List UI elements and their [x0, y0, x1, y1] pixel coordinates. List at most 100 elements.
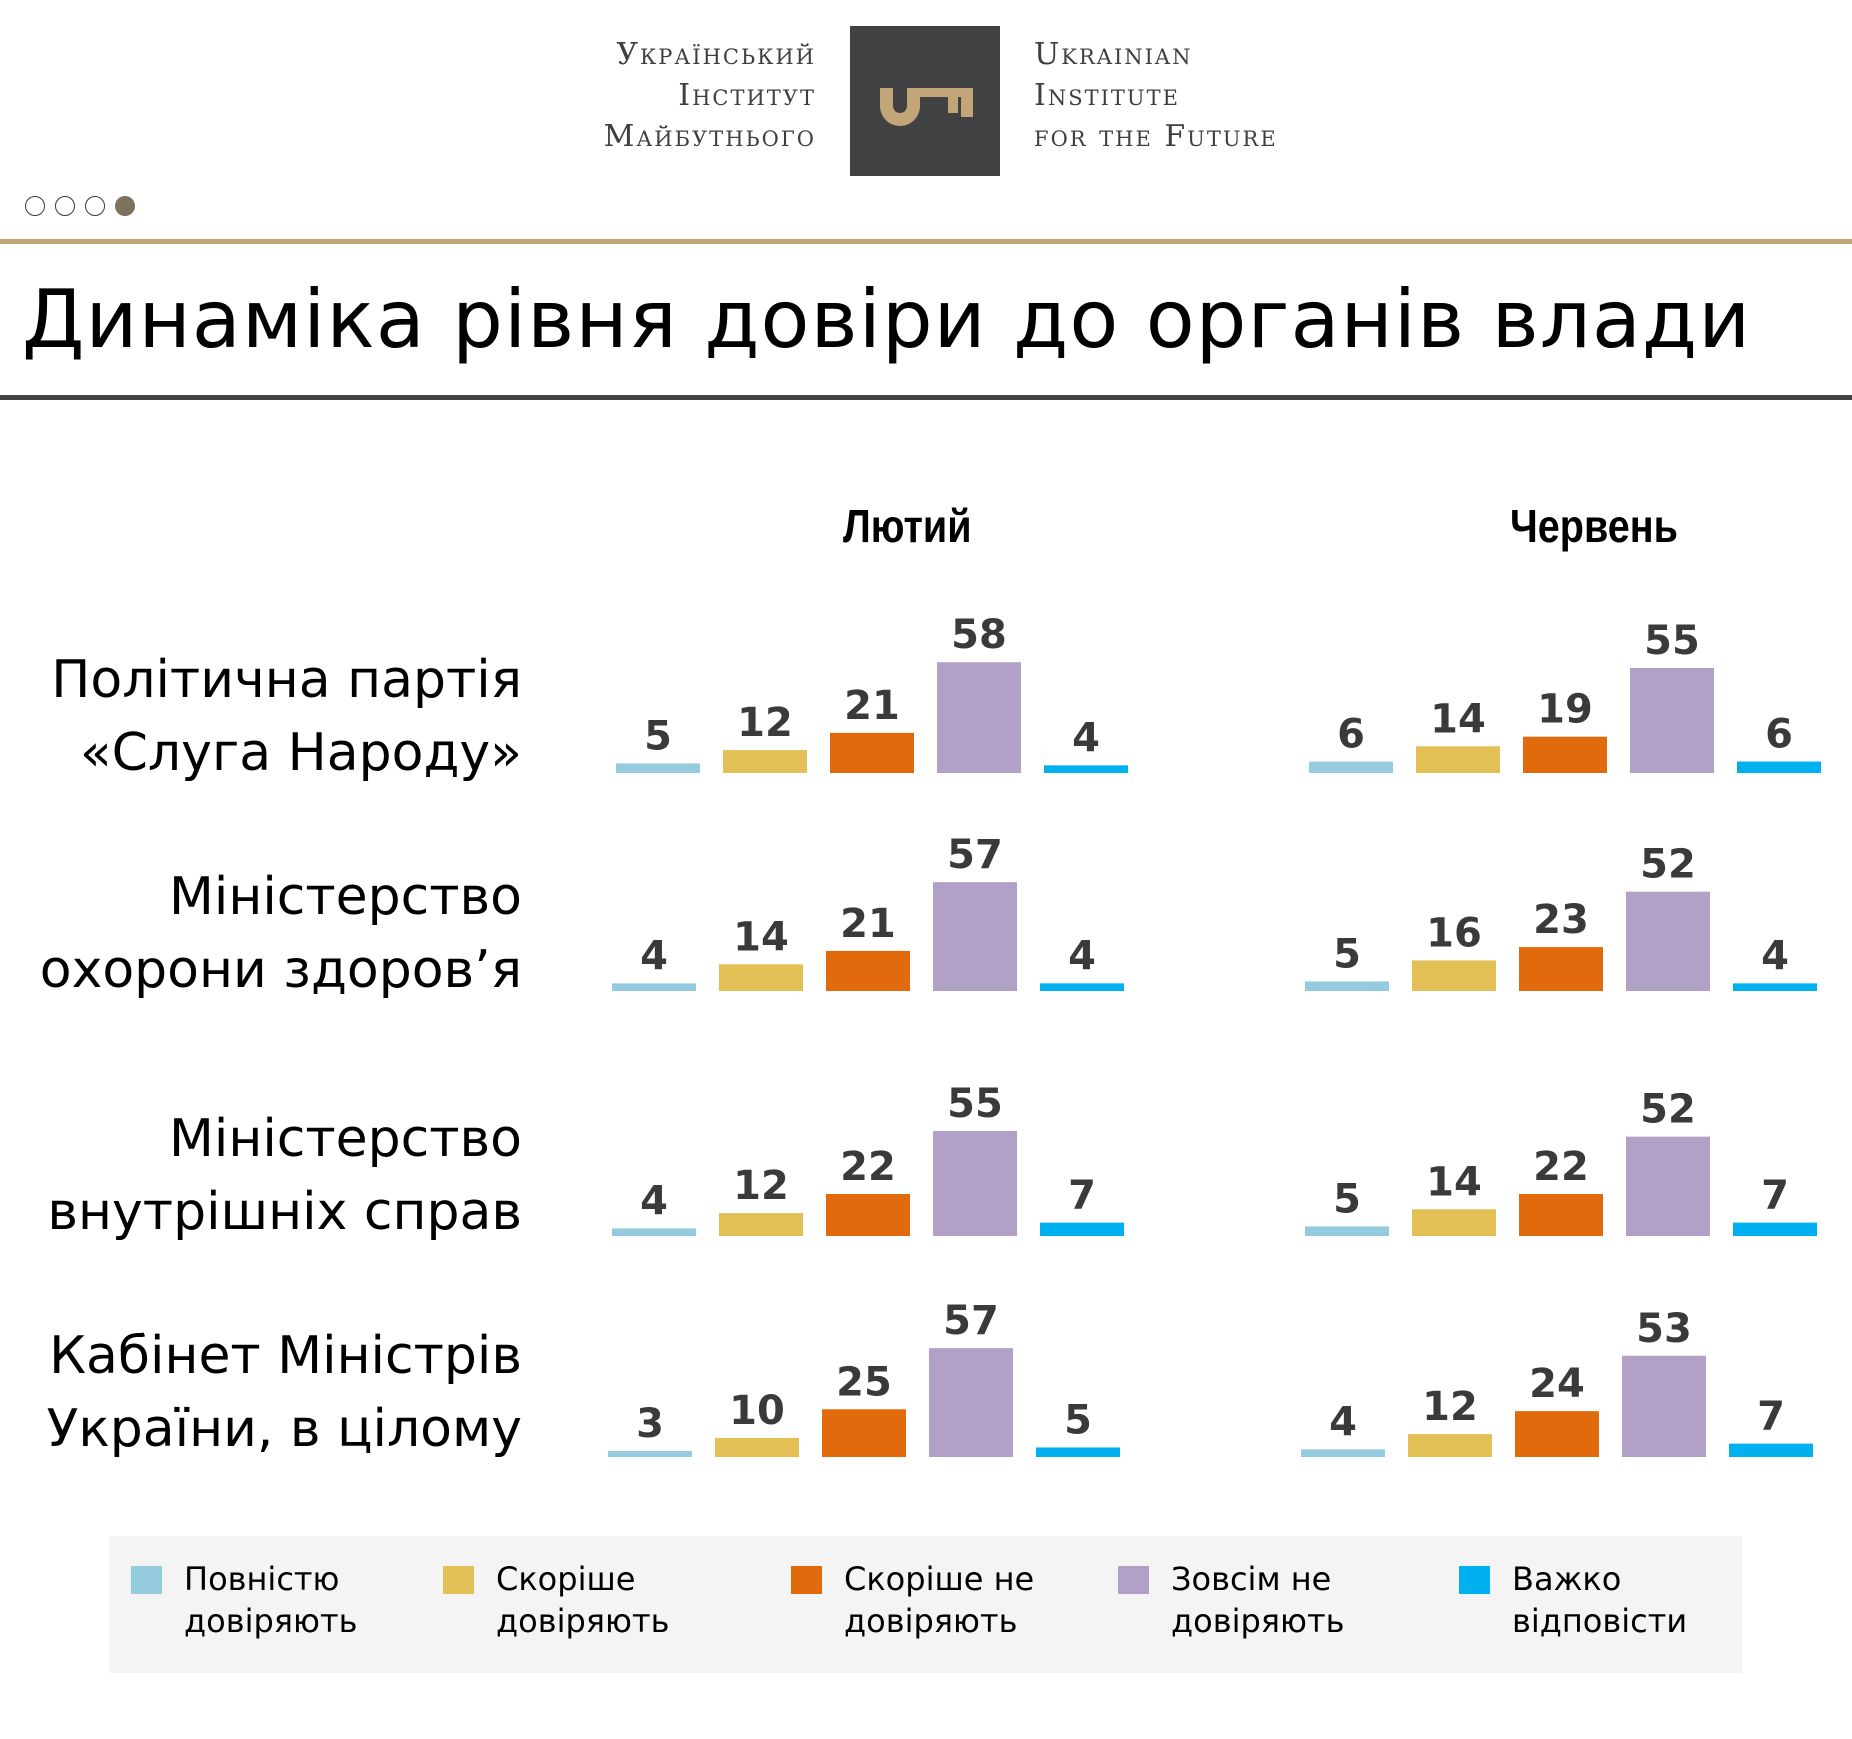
data-label: 7: [1757, 1394, 1785, 1440]
bar-group: 6 14 19 55 6: [1309, 618, 1821, 773]
legend-item: Скоріше не довіряють: [791, 1558, 1104, 1642]
data-label: 3: [636, 1401, 664, 1447]
legend-label-line: довіряють: [496, 1602, 670, 1640]
legend-label-line: довіряють: [184, 1602, 358, 1640]
data-label: 5: [1064, 1397, 1092, 1443]
data-label: 57: [947, 832, 1003, 878]
legend-swatch: [1118, 1566, 1149, 1594]
bar: [1044, 765, 1128, 773]
legend-label-line: Скоріше: [496, 1560, 636, 1598]
data-label: 21: [844, 683, 900, 729]
bar: [616, 763, 700, 773]
legend-swatch: [791, 1566, 822, 1594]
legend-label: Скоріше не довіряють: [844, 1558, 1104, 1642]
legend-swatch: [131, 1566, 162, 1594]
data-label: 4: [640, 1178, 668, 1224]
bar: [826, 1193, 910, 1236]
logo-mark: [850, 26, 1000, 176]
bar: [1519, 947, 1603, 991]
bar: [937, 662, 1021, 773]
bar-group: 4 12 22 55 7: [612, 1081, 1124, 1236]
data-label: 21: [840, 901, 896, 947]
legend-item: Повністю довіряють: [131, 1558, 444, 1642]
bar-group: 4 14 21 57 4: [612, 832, 1124, 991]
page-title: Динаміка рівня довіри до органів влади: [22, 273, 1752, 366]
header-divider: [0, 239, 1852, 244]
data-label: 10: [729, 1388, 785, 1434]
pager-dot[interactable]: [115, 196, 135, 216]
bar: [1305, 1226, 1389, 1236]
data-label: 12: [737, 700, 793, 746]
row-label-line: внутрішніх справ: [47, 1182, 522, 1242]
logo-text-english: Ukrainian Institute for the Future: [1034, 34, 1278, 157]
data-label: 53: [1636, 1306, 1692, 1352]
logo-en-line: for the Future: [1034, 119, 1278, 154]
legend-swatch: [1459, 1566, 1490, 1594]
pager-dot[interactable]: [85, 196, 105, 216]
bar-group: 5 16 23 52 4: [1305, 842, 1817, 991]
data-label: 55: [1644, 618, 1700, 664]
bar: [1309, 761, 1393, 773]
data-label: 19: [1537, 687, 1593, 733]
bar: [1523, 736, 1607, 773]
bar: [1733, 983, 1817, 991]
row-label-line: охорони здоров’я: [39, 940, 522, 1000]
pager-dot[interactable]: [55, 196, 75, 216]
data-label: 7: [1761, 1173, 1789, 1219]
key-icon: [880, 88, 973, 126]
bar: [1519, 1193, 1603, 1236]
data-label: 16: [1426, 910, 1482, 956]
legend-label-line: довіряють: [844, 1602, 1018, 1640]
bar: [1737, 761, 1821, 773]
bar: [822, 1409, 906, 1457]
bar: [1630, 667, 1714, 773]
data-label: 14: [1430, 696, 1486, 742]
data-label: 5: [1333, 1176, 1361, 1222]
legend-label: Повністю довіряють: [184, 1558, 444, 1642]
data-label: 14: [1426, 1159, 1482, 1205]
row-label-ministry-health: Міністерство охорони здоров’я: [40, 861, 522, 1007]
bar: [1515, 1411, 1599, 1457]
data-label: 52: [1640, 842, 1696, 888]
row-label-line: Міністерство: [169, 867, 522, 927]
legend-label: Скоріше довіряють: [496, 1558, 756, 1642]
row-label-ministry-interior: Міністерство внутрішніх справ: [47, 1103, 522, 1249]
bar: [1040, 1222, 1124, 1236]
period-header-june: Червень: [1510, 500, 1678, 552]
legend-label-line: Скоріше не: [844, 1560, 1035, 1598]
bar: [826, 950, 910, 991]
bar: [1412, 960, 1496, 991]
logo-en-line: Ukrainian: [1034, 37, 1193, 72]
pager-dot[interactable]: [25, 196, 45, 216]
bar: [1626, 1136, 1710, 1236]
bar: [1412, 1209, 1496, 1236]
bar: [1408, 1434, 1492, 1457]
legend-label-line: Важко: [1512, 1560, 1622, 1598]
bar: [723, 750, 807, 773]
slide-pager: [25, 196, 135, 216]
data-label: 4: [1329, 1399, 1357, 1445]
bar: [1626, 891, 1710, 991]
logo-ua-line: Український: [616, 37, 816, 72]
row-label-servant-of-people: Політична партія «Слуга Народу»: [51, 644, 522, 790]
row-label-line: Міністерство: [169, 1109, 522, 1169]
data-label: 4: [1068, 933, 1096, 979]
data-label: 25: [836, 1359, 892, 1405]
row-label-cabinet: Кабінет Міністрів України, в цілому: [47, 1320, 522, 1466]
bar: [719, 1213, 803, 1236]
bar: [1622, 1355, 1706, 1457]
data-label: 58: [951, 612, 1007, 658]
data-label: 12: [1422, 1384, 1478, 1430]
bar-group: 5 14 22 52 7: [1305, 1087, 1817, 1236]
data-label: 23: [1533, 897, 1589, 943]
bar: [1729, 1443, 1813, 1457]
legend-label-line: відповісти: [1512, 1602, 1688, 1640]
bar: [1036, 1447, 1120, 1457]
bar: [933, 882, 1017, 991]
bar: [612, 1228, 696, 1236]
period-header-february: Лютий: [843, 500, 972, 552]
data-label: 22: [840, 1144, 896, 1190]
data-label: 57: [943, 1298, 999, 1344]
data-label: 5: [644, 713, 672, 759]
